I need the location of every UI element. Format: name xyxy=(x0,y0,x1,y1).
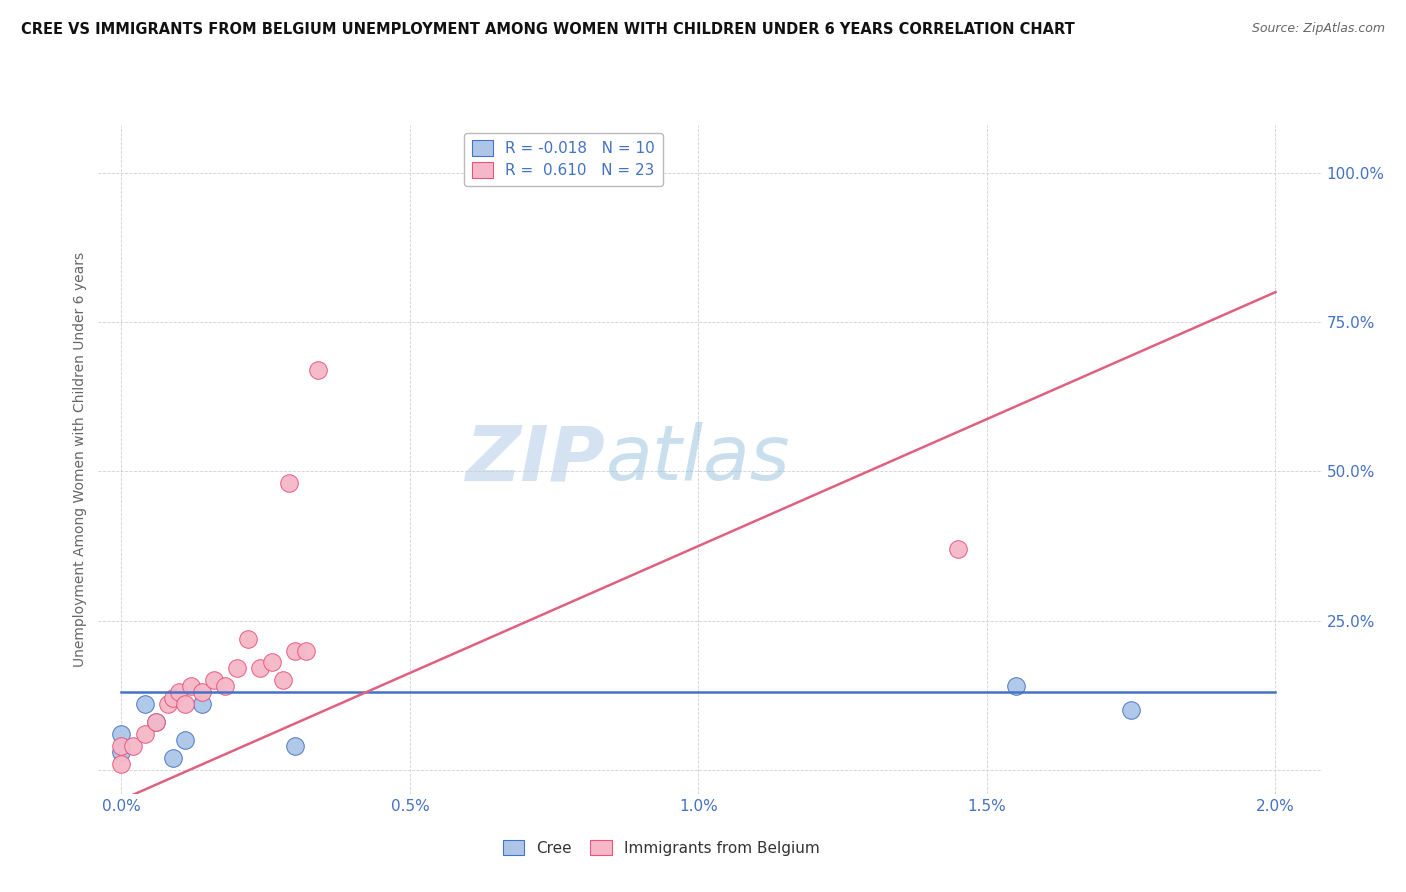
Point xyxy=(1121,703,1143,717)
Point xyxy=(145,715,167,730)
Text: Source: ZipAtlas.com: Source: ZipAtlas.com xyxy=(1251,22,1385,36)
Point xyxy=(110,745,132,759)
Point xyxy=(295,643,318,657)
Point xyxy=(277,476,299,491)
Point xyxy=(110,739,132,753)
Legend: Cree, Immigrants from Belgium: Cree, Immigrants from Belgium xyxy=(495,832,827,863)
Point xyxy=(134,698,156,712)
Point xyxy=(271,673,294,688)
Point xyxy=(284,643,307,657)
Point xyxy=(202,673,225,688)
Point xyxy=(191,685,214,699)
Point xyxy=(174,698,197,712)
Point xyxy=(180,679,202,693)
Point xyxy=(191,698,214,712)
Point xyxy=(122,739,145,753)
Point xyxy=(307,363,329,377)
Point xyxy=(284,739,307,753)
Point xyxy=(156,698,179,712)
Point xyxy=(145,715,167,730)
Point xyxy=(238,632,260,646)
Point xyxy=(174,733,197,747)
Point xyxy=(214,679,236,693)
Text: CREE VS IMMIGRANTS FROM BELGIUM UNEMPLOYMENT AMONG WOMEN WITH CHILDREN UNDER 6 Y: CREE VS IMMIGRANTS FROM BELGIUM UNEMPLOY… xyxy=(21,22,1074,37)
Point xyxy=(110,757,132,772)
Point xyxy=(225,661,247,675)
Point xyxy=(167,685,190,699)
Point xyxy=(162,751,184,765)
Point xyxy=(110,727,132,741)
Text: atlas: atlas xyxy=(606,423,790,496)
Point xyxy=(134,727,156,741)
Y-axis label: Unemployment Among Women with Children Under 6 years: Unemployment Among Women with Children U… xyxy=(73,252,87,667)
Point xyxy=(249,661,271,675)
Point xyxy=(1004,679,1026,693)
Point xyxy=(162,691,184,706)
Text: ZIP: ZIP xyxy=(467,423,606,496)
Point xyxy=(946,541,969,556)
Point xyxy=(260,656,283,670)
